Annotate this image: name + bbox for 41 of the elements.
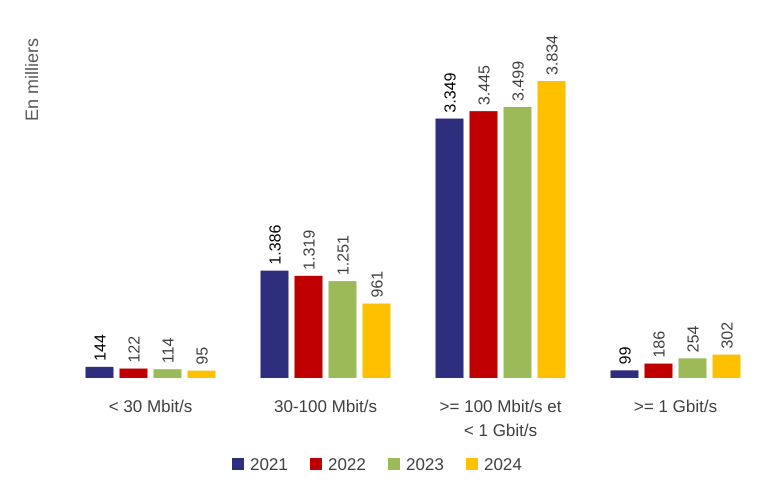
bar (328, 281, 356, 378)
data-label: 1.319 (302, 230, 318, 270)
bar (154, 369, 182, 378)
data-label: 3.499 (510, 60, 528, 101)
bar (260, 270, 288, 378)
bar (678, 358, 706, 378)
legend-label: 2021 (250, 455, 288, 474)
x-tick-label: < 30 Mbit/s (108, 397, 192, 416)
data-label: 3.445 (476, 64, 494, 106)
bar (188, 370, 216, 378)
data-label: 1.386 (268, 224, 284, 265)
bar (712, 354, 740, 378)
data-label: 122 (126, 336, 144, 363)
legend-label: 2023 (406, 455, 444, 474)
bar (610, 370, 638, 378)
bar (86, 366, 114, 378)
data-label: 302 (720, 322, 736, 349)
bar (538, 81, 566, 378)
legend-label: 2022 (328, 455, 366, 474)
bar (470, 111, 498, 378)
x-tick-label: 30-100 Mbit/s (274, 397, 377, 416)
y-axis-title: En milliers (22, 38, 42, 122)
legend-label: 2024 (484, 455, 522, 474)
bar (294, 276, 322, 378)
data-label: 114 (160, 338, 178, 364)
bar (504, 106, 532, 378)
data-label: 3.834 (544, 34, 562, 75)
data-label: 3.349 (442, 72, 460, 113)
data-label: 144 (92, 334, 110, 361)
x-tick-label: >= 100 Mbit/s et < 1 Gbit/s (440, 397, 562, 440)
x-tick-label: >= 1 Gbit/s (634, 397, 718, 416)
data-label: 99 (618, 346, 634, 364)
bar (644, 364, 672, 378)
bar (362, 304, 390, 378)
data-label: 95 (194, 346, 212, 365)
data-label: 961 (370, 270, 386, 298)
bar (120, 368, 148, 378)
data-label: 186 (652, 330, 668, 358)
data-label: 1.251 (336, 234, 352, 276)
bar (436, 118, 464, 378)
data-label: 254 (686, 326, 702, 352)
